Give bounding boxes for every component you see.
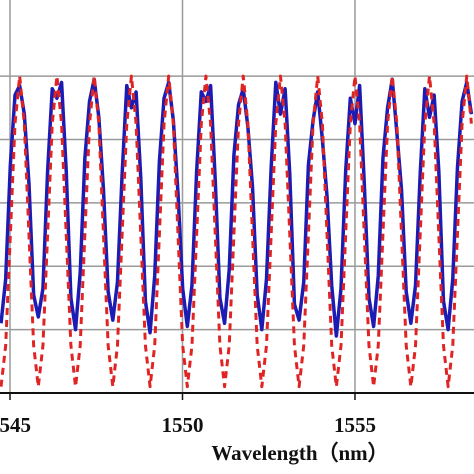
x-axis-label: Wavelength（nm）: [211, 441, 388, 465]
x-tick-label: 1555: [334, 413, 376, 437]
x-tick-label: 1545: [0, 413, 31, 437]
series-line: [0, 74, 473, 389]
series-line: [0, 77, 474, 338]
x-tick-label: 1550: [161, 413, 203, 437]
plot-area: [0, 0, 474, 393]
